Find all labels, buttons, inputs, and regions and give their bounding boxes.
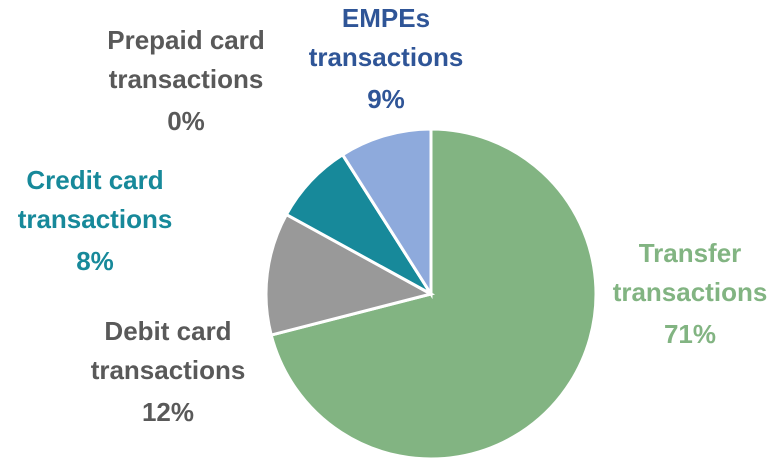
slice-label: EMPEs transactions [309, 3, 464, 72]
label-line: transactions [309, 42, 464, 72]
slice-label: Prepaid card transactions [107, 25, 265, 94]
slice-label: Credit card transactions [18, 165, 173, 234]
label-line: EMPEs [342, 3, 430, 33]
label-line: Transfer [639, 238, 742, 268]
label-line: Credit card [26, 165, 163, 195]
value-label: 71% [664, 319, 716, 349]
pie-slice [264, 212, 436, 337]
pie-slice [340, 127, 433, 300]
label-line: transactions [91, 355, 246, 385]
slice-label: Debit card transactions [91, 316, 246, 385]
value-label: 9% [367, 84, 405, 114]
label-line: transactions [18, 204, 173, 234]
slice-label: Transfer transactions [613, 238, 768, 307]
label-line: Debit card [104, 316, 231, 346]
value-label: 8% [76, 246, 114, 276]
value-label: 12% [142, 397, 194, 427]
value-label: 0% [167, 106, 205, 136]
label-line: transactions [109, 64, 264, 94]
label-line: Prepaid card [107, 25, 265, 55]
label-line: transactions [613, 277, 768, 307]
